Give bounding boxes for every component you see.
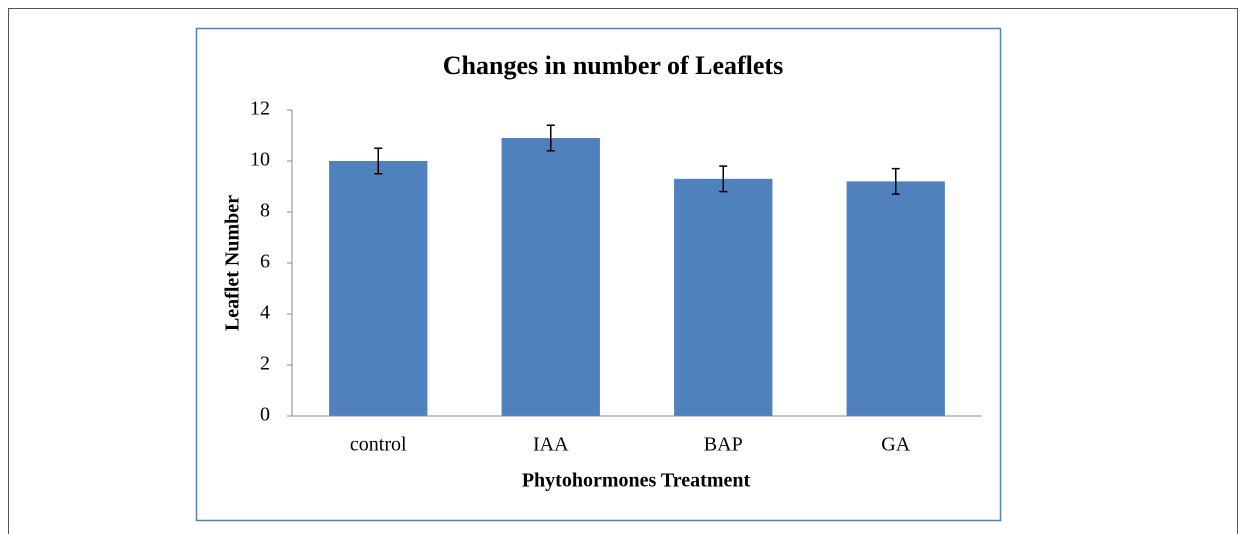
outer-frame	[8, 8, 1238, 534]
error-bar	[374, 147, 383, 175]
x-tick-label: BAP	[704, 434, 743, 456]
y-tick-label: 10	[250, 149, 270, 171]
y-axis-label: Leaflet Number	[222, 195, 244, 331]
y-tick-label: 4	[260, 302, 270, 324]
y-tick-label: 2	[260, 353, 270, 375]
x-tick-label: GA	[881, 434, 910, 456]
y-tick-label: 6	[260, 251, 270, 273]
error-bar	[719, 165, 728, 193]
chart-title: Changes in number of Leaflets	[443, 51, 783, 80]
x-tick-label: control	[350, 434, 407, 456]
bar	[501, 138, 600, 417]
bar	[846, 181, 945, 416]
x-axis-label: Phytohormones Treatment	[522, 470, 751, 492]
bar	[674, 178, 773, 416]
y-tick-label: 8	[260, 200, 270, 222]
bar	[329, 161, 428, 416]
y-tick-label: 0	[260, 404, 270, 426]
error-bar	[891, 167, 900, 195]
y-tick-label: 12	[250, 98, 270, 120]
error-bar	[546, 124, 555, 152]
x-tick-label: IAA	[533, 434, 569, 456]
